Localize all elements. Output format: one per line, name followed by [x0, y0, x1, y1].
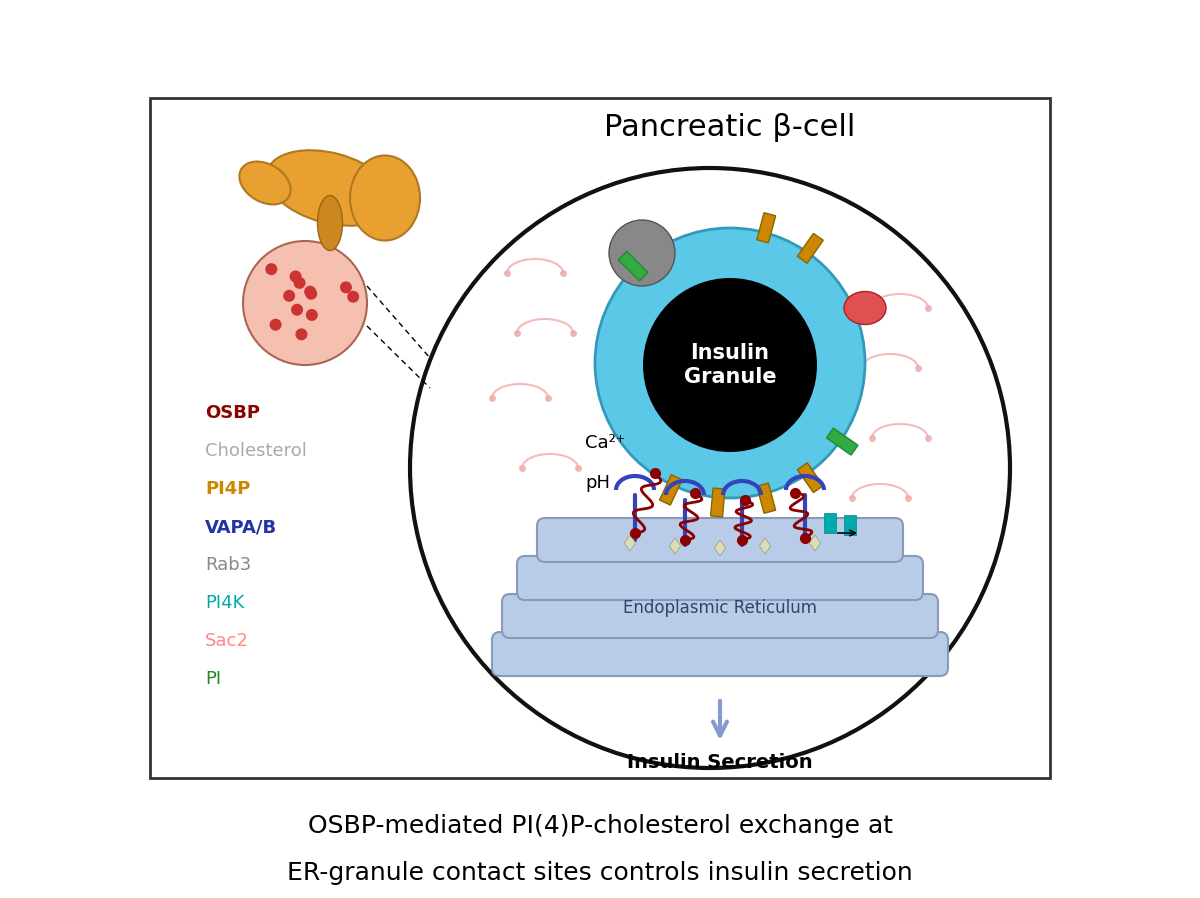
Text: ER-granule contact sites controls insulin secretion: ER-granule contact sites controls insuli…: [287, 861, 913, 885]
Polygon shape: [618, 251, 648, 281]
Circle shape: [306, 309, 318, 321]
Circle shape: [294, 277, 306, 289]
Bar: [844, 515, 856, 535]
Text: PI4K: PI4K: [205, 594, 245, 612]
Polygon shape: [810, 535, 821, 551]
Polygon shape: [624, 535, 636, 551]
Text: Cholesterol: Cholesterol: [205, 442, 307, 460]
Circle shape: [347, 291, 359, 303]
Ellipse shape: [266, 150, 394, 225]
Text: Insulin
Granule: Insulin Granule: [684, 343, 776, 387]
Polygon shape: [714, 540, 726, 556]
Circle shape: [244, 241, 367, 365]
Polygon shape: [660, 475, 682, 505]
Polygon shape: [797, 462, 823, 493]
Ellipse shape: [350, 155, 420, 241]
Circle shape: [305, 287, 317, 300]
Circle shape: [340, 281, 352, 294]
Text: Ca²⁺: Ca²⁺: [586, 434, 625, 452]
Circle shape: [295, 329, 307, 340]
Circle shape: [610, 220, 676, 286]
Circle shape: [595, 228, 865, 498]
Text: pH: pH: [586, 474, 610, 492]
Text: PI: PI: [205, 670, 221, 688]
Polygon shape: [670, 538, 680, 554]
Circle shape: [289, 270, 301, 283]
Bar: [824, 513, 836, 533]
FancyBboxPatch shape: [502, 594, 938, 638]
Circle shape: [410, 168, 1010, 768]
Text: OSBP: OSBP: [205, 404, 260, 422]
Ellipse shape: [844, 292, 886, 324]
Polygon shape: [827, 428, 858, 455]
FancyBboxPatch shape: [517, 556, 923, 600]
FancyBboxPatch shape: [492, 632, 948, 676]
Ellipse shape: [239, 162, 290, 205]
Polygon shape: [710, 488, 725, 517]
Text: Sac2: Sac2: [205, 632, 248, 650]
Polygon shape: [757, 213, 775, 242]
Text: Pancreatic β-cell: Pancreatic β-cell: [605, 113, 856, 143]
Text: OSBP-mediated PI(4)P-cholesterol exchange at: OSBP-mediated PI(4)P-cholesterol exchang…: [307, 814, 893, 838]
Circle shape: [304, 286, 316, 298]
Circle shape: [292, 304, 304, 316]
Circle shape: [283, 290, 295, 302]
Polygon shape: [757, 483, 775, 514]
Text: Rab3: Rab3: [205, 556, 251, 574]
Text: Insulin Secretion: Insulin Secretion: [628, 753, 812, 772]
Circle shape: [643, 278, 817, 452]
FancyBboxPatch shape: [538, 518, 904, 562]
Polygon shape: [797, 233, 823, 263]
Text: PI4P: PI4P: [205, 480, 251, 498]
Ellipse shape: [318, 196, 342, 251]
Bar: [150, 98, 1050, 778]
Text: Endoplasmic Reticulum: Endoplasmic Reticulum: [623, 599, 817, 617]
Text: VAPA/B: VAPA/B: [205, 518, 277, 536]
Polygon shape: [760, 538, 770, 554]
Circle shape: [265, 263, 277, 275]
Circle shape: [270, 319, 282, 330]
